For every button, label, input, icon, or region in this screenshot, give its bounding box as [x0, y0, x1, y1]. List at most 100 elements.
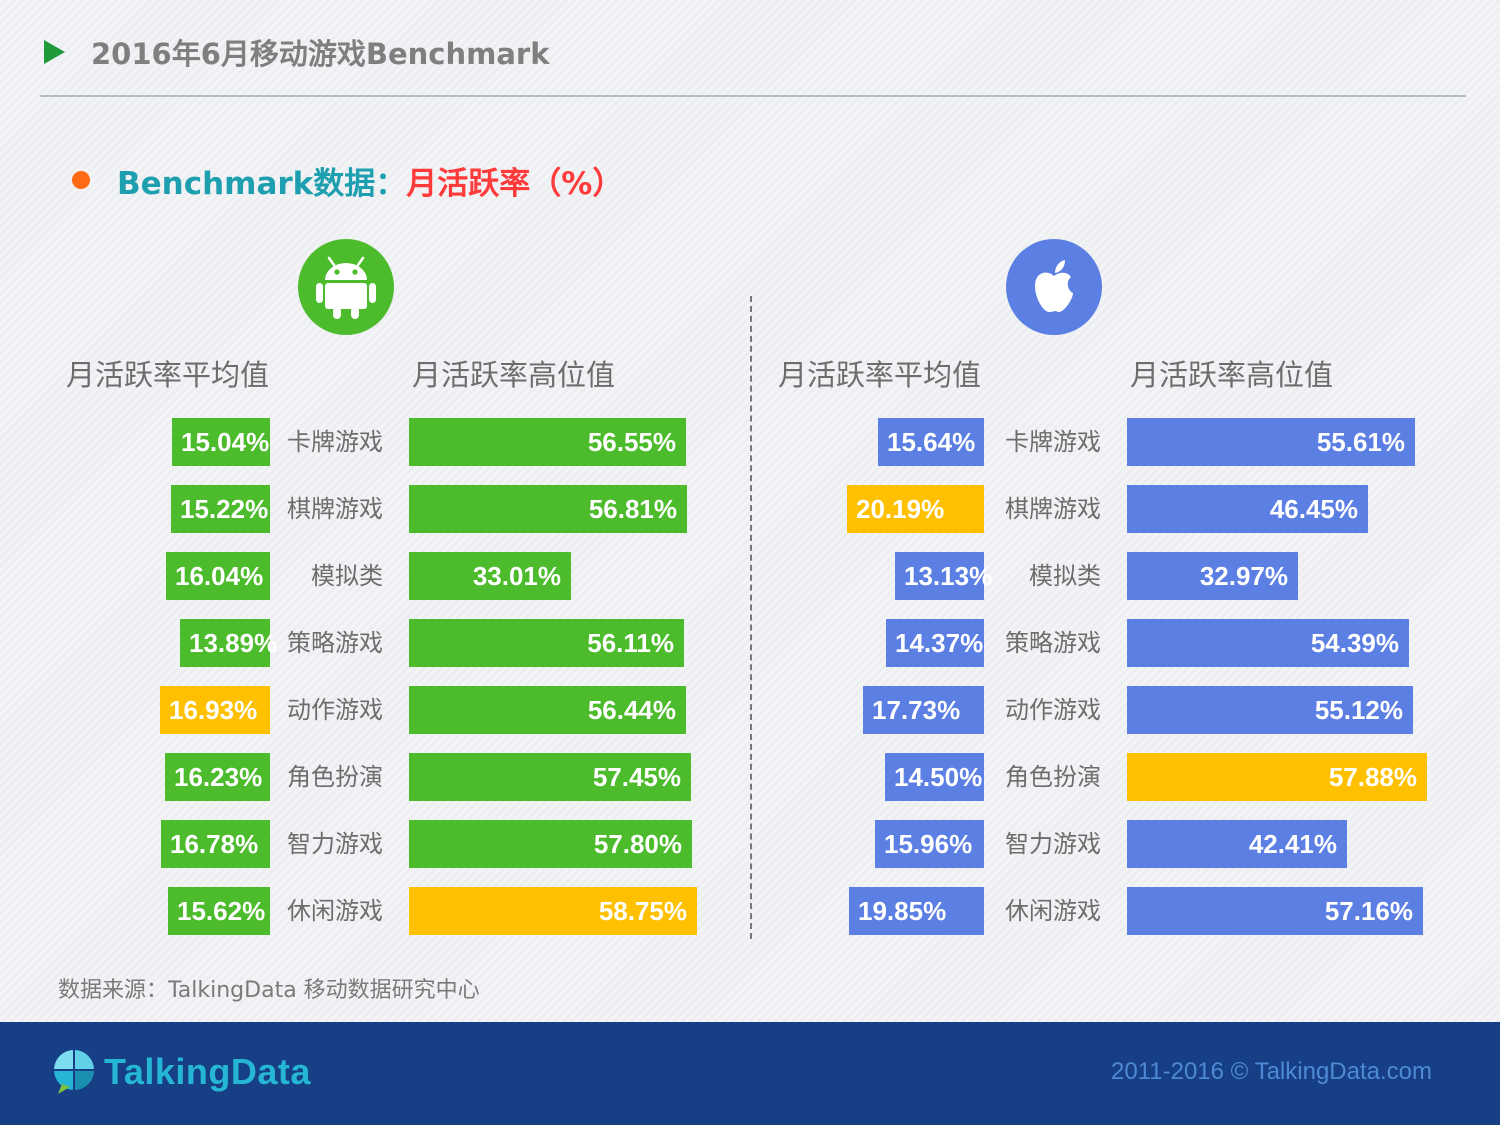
high-bar-label: 56.55% — [587, 427, 676, 457]
high-bar-label: 56.11% — [587, 628, 674, 658]
brand-name: TalkingData — [104, 1051, 311, 1092]
category-label: 智力游戏 — [1005, 830, 1101, 858]
avg-bar: 13.13% — [895, 552, 992, 600]
android-robot-icon — [298, 239, 394, 335]
high-bar-label: 55.12% — [1314, 695, 1403, 725]
avg-bar: 16.93% — [160, 686, 270, 734]
high-bar-label: 57.45% — [592, 762, 681, 792]
high-bar: 54.39% — [1127, 619, 1409, 667]
avg-bar-label: 14.50% — [894, 762, 983, 792]
high-bar: 56.81% — [409, 485, 687, 533]
category-label: 角色扮演 — [1005, 763, 1101, 791]
subtitle-label: Benchmark数据： — [117, 165, 407, 202]
category-label: 模拟类 — [311, 562, 383, 590]
title-divider — [40, 95, 1466, 97]
avg-bar-label: 14.37% — [895, 628, 984, 658]
category-label: 动作游戏 — [1005, 696, 1101, 724]
footer-bar — [0, 1022, 1500, 1125]
avg-bar: 19.85% — [849, 887, 984, 935]
avg-bar: 15.62% — [168, 887, 270, 935]
talkingdata-logo-icon — [54, 1050, 94, 1094]
subtitle-metric: 月活跃率（%） — [406, 165, 624, 202]
category-label: 动作游戏 — [287, 696, 383, 724]
brand-logo: TalkingData — [52, 1046, 311, 1098]
title-row: 2016年6月移动游戏Benchmark — [44, 30, 550, 74]
subtitle-row: Benchmark数据： 月活跃率（%） — [72, 156, 623, 204]
high-bar-label: 32.97% — [1199, 561, 1288, 591]
avg-bar-label: 19.85% — [858, 896, 947, 926]
high-bar: 42.41% — [1127, 820, 1347, 868]
high-bar: 56.11% — [409, 619, 684, 667]
avg-bar-label: 15.04% — [181, 427, 270, 457]
category-label: 模拟类 — [1029, 562, 1101, 590]
avg-bar-label: 13.13% — [904, 561, 993, 591]
high-bar: 56.44% — [409, 686, 686, 734]
avg-bar-label: 16.78% — [170, 829, 259, 859]
avg-bar: 15.96% — [875, 820, 984, 868]
category-label: 策略游戏 — [1005, 629, 1101, 657]
high-bar: 57.16% — [1127, 887, 1423, 935]
high-bar-label: 57.88% — [1328, 762, 1417, 792]
avg-bar: 17.73% — [863, 686, 984, 734]
avg-bar: 15.04% — [172, 418, 270, 466]
high-bar-label: 33.01% — [472, 561, 561, 591]
avg-bar-label: 16.23% — [174, 762, 263, 792]
high-bar: 55.61% — [1127, 418, 1415, 466]
avg-bar-label: 15.96% — [884, 829, 973, 859]
high-bar-label: 46.45% — [1269, 494, 1358, 524]
category-label: 棋牌游戏 — [1005, 495, 1101, 523]
android-high-header: 月活跃率高位值 — [412, 358, 616, 392]
avg-bar: 15.64% — [878, 418, 984, 466]
high-bar-label: 55.61% — [1316, 427, 1405, 457]
avg-bar: 14.50% — [885, 753, 984, 801]
avg-bar: 16.04% — [166, 552, 270, 600]
avg-bar-label: 16.93% — [169, 695, 258, 725]
high-bar-label: 57.80% — [593, 829, 682, 859]
avg-bar: 15.22% — [171, 485, 270, 533]
avg-bar-label: 15.62% — [177, 896, 266, 926]
title-triangle-icon — [44, 40, 65, 64]
high-bar: 57.80% — [409, 820, 692, 868]
avg-bar-label: 15.64% — [887, 427, 976, 457]
avg-bar: 16.78% — [161, 820, 270, 868]
category-label: 智力游戏 — [287, 830, 383, 858]
high-bar-label: 56.81% — [588, 494, 677, 524]
avg-bar: 13.89% — [180, 619, 277, 667]
category-label: 棋牌游戏 — [287, 495, 383, 523]
avg-bar-label: 13.89% — [189, 628, 278, 658]
ios-avg-header: 月活跃率平均值 — [778, 358, 982, 392]
category-label: 策略游戏 — [287, 629, 383, 657]
high-bar: 58.75% — [409, 887, 697, 935]
android-avg-header: 月活跃率平均值 — [66, 358, 270, 392]
ios-high-header: 月活跃率高位值 — [1130, 358, 1334, 392]
high-bar: 55.12% — [1127, 686, 1413, 734]
platform-divider — [750, 296, 752, 939]
avg-bar-label: 17.73% — [872, 695, 961, 725]
avg-bar: 16.23% — [165, 753, 270, 801]
high-bar: 56.55% — [409, 418, 686, 466]
category-label: 卡牌游戏 — [287, 428, 383, 456]
category-label: 角色扮演 — [287, 763, 383, 791]
copyright-text: 2011-2016 © TalkingData.com — [1111, 1058, 1432, 1085]
high-bar: 57.45% — [409, 753, 691, 801]
category-label: 休闲游戏 — [287, 897, 383, 925]
data-source: 数据来源：TalkingData 移动数据研究中心 — [58, 978, 480, 1003]
avg-bar-label: 15.22% — [180, 494, 269, 524]
page-title: 2016年6月移动游戏Benchmark — [91, 37, 550, 71]
category-label: 卡牌游戏 — [1005, 428, 1101, 456]
high-bar-label: 56.44% — [587, 695, 676, 725]
high-bar: 33.01% — [409, 552, 571, 600]
high-bar-label: 42.41% — [1248, 829, 1337, 859]
avg-bar-label: 20.19% — [856, 494, 945, 524]
category-label: 休闲游戏 — [1005, 897, 1101, 925]
high-bar: 32.97% — [1127, 552, 1298, 600]
high-bar-label: 58.75% — [598, 896, 687, 926]
apple-icon — [1006, 239, 1102, 335]
bullet-dot-icon — [72, 171, 90, 189]
high-bar: 57.88% — [1127, 753, 1427, 801]
avg-bar-label: 16.04% — [175, 561, 264, 591]
avg-bar: 20.19% — [847, 485, 984, 533]
avg-bar: 14.37% — [886, 619, 984, 667]
high-bar: 46.45% — [1127, 485, 1368, 533]
high-bar-label: 54.39% — [1310, 628, 1399, 658]
